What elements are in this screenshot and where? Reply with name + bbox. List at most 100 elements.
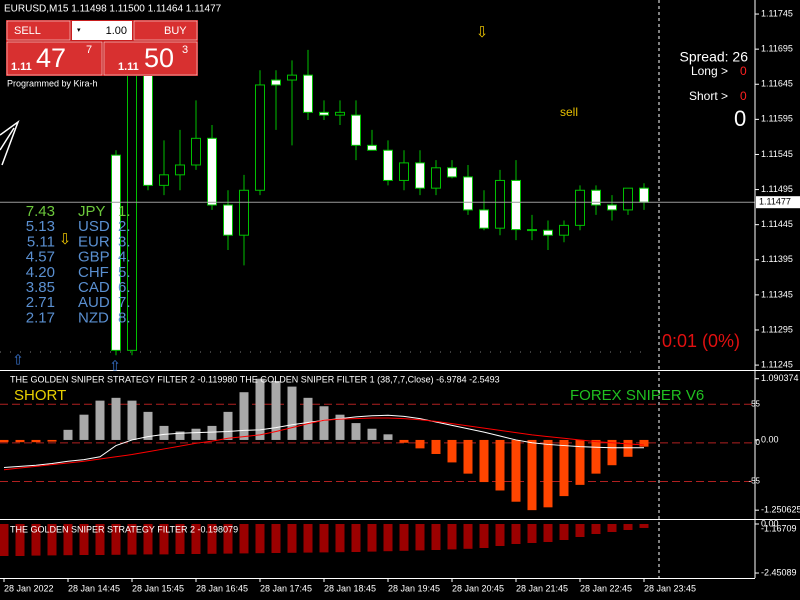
short-label: Short > (689, 89, 728, 103)
bar-timer: 0:01 (0%) (662, 331, 740, 351)
histogram-bar (623, 439, 633, 457)
bar (239, 524, 249, 554)
strength-rank: 8. (118, 309, 131, 326)
bar (191, 524, 201, 554)
sell-label[interactable]: SELL (14, 25, 41, 37)
time-label: 28 Jan 17:45 (260, 583, 312, 593)
candle-body (399, 162, 409, 181)
strength-value: 4.57 (26, 249, 55, 266)
lots-input[interactable] (72, 21, 132, 40)
histogram-bar (447, 439, 457, 463)
price-label-bg (756, 196, 800, 209)
bar (639, 524, 649, 528)
histogram-bar (207, 425, 217, 440)
strength-currency: USD (78, 218, 110, 235)
signal-arrow-down: ⇩ (476, 24, 489, 41)
strength-currency: CAD (78, 279, 110, 296)
level-label: 0 (756, 438, 761, 447)
candle-body (495, 179, 505, 229)
bar (495, 524, 505, 546)
y-tick-label: 1.11695 (761, 44, 793, 54)
level-label: -55 (748, 477, 760, 486)
histogram-bar (127, 400, 137, 440)
time-label: 28 Jan 15:45 (132, 583, 184, 593)
lots-value[interactable]: 1.00 (106, 25, 127, 37)
candle-body (143, 74, 153, 186)
bar (287, 524, 297, 553)
lots-arrows[interactable]: ▾ (77, 27, 81, 34)
bar (575, 524, 585, 537)
candle-body (607, 204, 617, 211)
strength-currency: EUR (78, 233, 110, 250)
strength-value: 2.71 (26, 294, 55, 311)
bar (367, 524, 377, 552)
histogram-bar (239, 392, 249, 440)
histogram-bar (287, 386, 297, 440)
strength-value: 4.20 (26, 264, 55, 281)
signal-arrow-up: ⇧ (12, 352, 24, 368)
indicator-name: FOREX SNIPER V6 (570, 387, 704, 404)
bar (399, 524, 409, 551)
candle-body (367, 144, 377, 151)
candle-body (479, 209, 489, 229)
candle-body (575, 189, 585, 226)
histogram-bar (415, 439, 425, 449)
candle-body (639, 187, 649, 203)
bar (527, 524, 537, 543)
bar (415, 524, 425, 551)
histogram-bar (0, 439, 9, 443)
buy-label[interactable]: BUY (164, 25, 187, 37)
candle-body (287, 74, 297, 81)
y-tick-label: 1.11345 (761, 289, 793, 299)
histogram-bar (367, 428, 377, 440)
credit: Programmed by Kira-h (7, 78, 98, 88)
candle-body (463, 176, 473, 211)
one-click-panel: SELL ▾ 1.00 BUY 1.11 47 7 1.11 50 3 (6, 20, 198, 76)
candle-body (111, 154, 121, 351)
strength-value: 7.43 (26, 203, 55, 220)
candle-body (271, 79, 281, 86)
strength-currency: NZD (78, 309, 109, 326)
histogram-bar (575, 439, 585, 485)
histogram-bar (559, 439, 569, 497)
symbol-line: EURUSD,M15 1.11498 1.11500 1.11464 1.114… (4, 4, 222, 15)
histogram-bar (175, 431, 185, 440)
sell-button[interactable] (6, 20, 71, 41)
histogram-bar (255, 378, 265, 440)
y-tick-label: 1.090374 (761, 373, 799, 383)
candle-body (207, 137, 217, 206)
indicator-title: THE GOLDEN SNIPER STRATEGY FILTER 2 -0.1… (10, 374, 500, 384)
bar (319, 524, 329, 553)
bar (31, 524, 41, 556)
strength-value: 5.11 (27, 233, 55, 250)
bar (159, 524, 169, 555)
time-label: 28 Jan 20:45 (452, 583, 504, 593)
time-label: 28 Jan 2022 (4, 583, 54, 593)
strength-rank: 1. (118, 203, 131, 220)
buy-price-box[interactable] (103, 41, 198, 76)
strength-currency: AUD (78, 294, 110, 311)
y-tick-label: 1.11645 (761, 79, 793, 89)
sell-price-box[interactable] (6, 41, 103, 76)
histogram-bar (159, 425, 169, 440)
strength-rank: 7. (118, 294, 131, 311)
strength-currency: GBP (78, 249, 110, 266)
time-label: 28 Jan 22:45 (580, 583, 632, 593)
candle-body (511, 179, 521, 231)
buy-button[interactable] (133, 20, 198, 41)
bar (431, 524, 441, 550)
histogram-bar (79, 414, 89, 440)
bar (47, 524, 57, 556)
strength-value: 3.85 (26, 279, 55, 296)
histogram-bar (47, 439, 57, 442)
time-label: 28 Jan 14:45 (68, 583, 120, 593)
time-label: 28 Jan 19:45 (388, 583, 440, 593)
bar (111, 524, 121, 555)
candle-body (591, 189, 601, 206)
bar (383, 524, 393, 552)
candle-body (351, 114, 361, 146)
bar (143, 524, 153, 555)
histogram-bar (383, 434, 393, 440)
histogram-bar (95, 400, 105, 440)
level-label: 55 (751, 399, 760, 408)
